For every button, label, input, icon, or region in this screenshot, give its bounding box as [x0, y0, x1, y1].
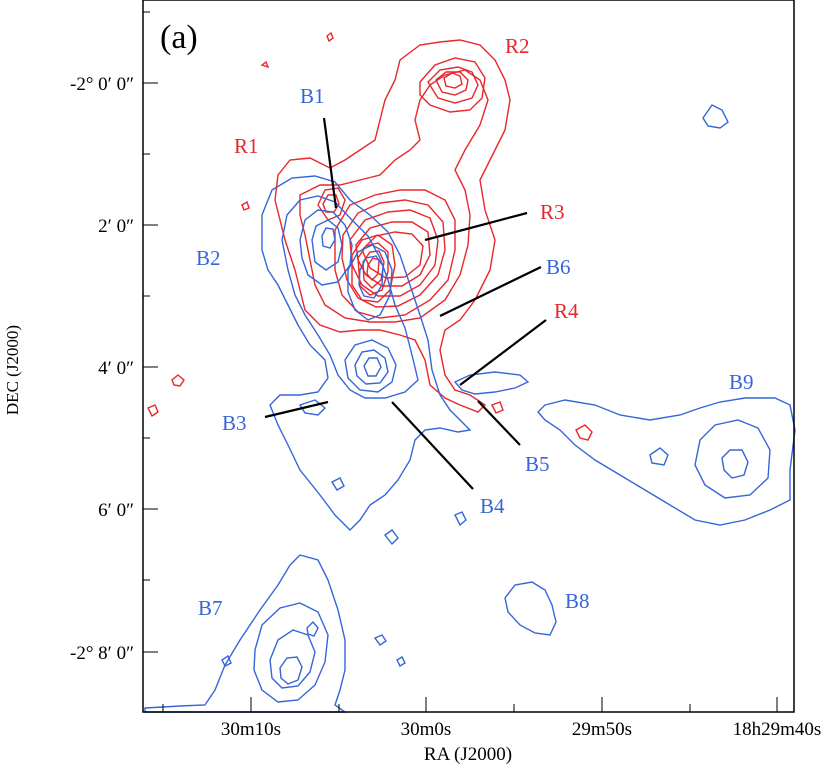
- y-tick-label-2: 4′ 0″: [98, 358, 134, 379]
- blue-contour-center-inner: [358, 255, 384, 299]
- red-contour-R1-1: [317, 187, 346, 221]
- red-contour-small-2: [147, 404, 159, 418]
- blue-contour-center: [347, 244, 393, 321]
- label-B4: B4: [480, 494, 505, 518]
- blue-contour-outer: [261, 175, 472, 531]
- blue-contours: [144, 104, 796, 713]
- label-R4: R4: [554, 299, 579, 323]
- x-tick-label-1: 30m0s: [401, 719, 452, 740]
- blue-contour-B1-B2: [299, 209, 353, 286]
- leader-lines: [264, 117, 547, 490]
- red-contour-R1-2: [322, 194, 340, 213]
- red-contour-R3-3: [349, 209, 439, 297]
- red-contour-R3-1: [334, 189, 456, 319]
- leader-B5: [477, 400, 521, 446]
- red-contour-core-2: [357, 242, 389, 296]
- blue-contour-B9-small: [649, 447, 669, 466]
- blue-contour-small-e: [373, 634, 387, 646]
- blue-contour-small-a: [383, 529, 399, 546]
- blue-contour-B7-outer: [144, 554, 348, 713]
- blue-contour-B3-small: [298, 399, 327, 416]
- y-tick-label-1: 2′ 0″: [98, 216, 134, 237]
- label-B3: B3: [222, 411, 247, 435]
- blue-contour-small-c: [330, 477, 345, 491]
- blue-contour-B7-5: [306, 620, 319, 637]
- blue-contour-B7-4: [279, 656, 303, 685]
- label-R1: R1: [234, 134, 259, 158]
- blue-contour-small-d: [221, 654, 232, 667]
- red-contour-R2-4: [443, 72, 463, 89]
- red-contour-R2-3: [435, 71, 469, 96]
- red-contour-small-1: [171, 374, 185, 387]
- blue-contour-B1-core: [321, 227, 336, 249]
- x-tick-label-0: 30m10s: [221, 719, 281, 740]
- leader-B3: [264, 400, 329, 419]
- label-B9: B9: [729, 370, 754, 394]
- red-contour-outer: [274, 39, 511, 413]
- blue-contour-B9-2: [694, 419, 771, 499]
- red-contour-2: [299, 69, 489, 323]
- red-contour-small-7: [491, 401, 504, 414]
- red-contour-core-4: [366, 257, 380, 282]
- label-B8: B8: [565, 589, 590, 613]
- red-contour-R2-2: [427, 66, 479, 104]
- red-contour-core-1: [351, 234, 396, 303]
- blue-contour-B4-3: [363, 357, 382, 377]
- x-axis-title: RA (J2000): [424, 744, 512, 765]
- leader-B1: [322, 117, 338, 209]
- tick-labels: -2° 0′ 0″ 2′ 0″ 4′ 0″ 6′ 0″ -2° 8′ 0″ 30…: [70, 74, 821, 740]
- leader-R3: [424, 211, 528, 242]
- blue-contour-2: [281, 195, 419, 399]
- label-B1: B1: [300, 84, 325, 108]
- tick-marks: [143, 11, 778, 712]
- label-B6: B6: [546, 255, 571, 279]
- y-axis-title: DEC (J2000): [3, 325, 22, 415]
- panel-label: (a): [160, 19, 198, 56]
- blue-contour-B7-3: [269, 629, 316, 689]
- leader-R4: [459, 319, 547, 386]
- region-labels: R1 R2 R3 R4 B1 B2 B3 B4 B5 B6 B7 B8 B9: [196, 34, 754, 620]
- plot-frame: [142, 0, 795, 713]
- red-contour-R3-2: [341, 199, 446, 308]
- red-contour-small-5: [241, 200, 250, 211]
- blue-contour-B8: [504, 581, 557, 636]
- x-tick-label-2: 29m50s: [572, 719, 632, 740]
- leader-B6: [439, 266, 542, 317]
- leader-B4: [391, 401, 474, 490]
- blue-contour-B7-2: [253, 602, 329, 703]
- red-contour-small-3: [575, 424, 593, 441]
- y-tick-label-0: -2° 0′ 0″: [70, 74, 134, 95]
- red-contour-small-4: [326, 31, 334, 43]
- label-R2: R2: [505, 34, 530, 58]
- red-contour-R2-1: [419, 57, 486, 113]
- label-B5: B5: [525, 452, 550, 476]
- red-contour-small-6: [260, 60, 270, 69]
- blue-contour-B9-3: [721, 449, 749, 479]
- blue-contour-B4-1: [344, 339, 397, 393]
- y-tick-label-4: -2° 8′ 0″: [70, 643, 134, 664]
- blue-contour-small-b: [454, 511, 467, 527]
- label-R3: R3: [540, 200, 565, 224]
- blue-contour-B5: [453, 371, 530, 395]
- blue-contour-top-right: [702, 104, 729, 129]
- label-B2: B2: [196, 246, 221, 270]
- blue-contour-B9-outer: [537, 397, 796, 526]
- x-tick-label-3: 18h29m40s: [733, 719, 822, 740]
- blue-contour-B4-2: [354, 349, 389, 385]
- red-contour-R3-4: [355, 221, 431, 287]
- label-B7: B7: [198, 596, 223, 620]
- blue-contour-B1-B2-inner: [311, 219, 343, 271]
- y-tick-label-3: 6′ 0″: [98, 500, 134, 521]
- blue-contour-small-f: [396, 656, 406, 667]
